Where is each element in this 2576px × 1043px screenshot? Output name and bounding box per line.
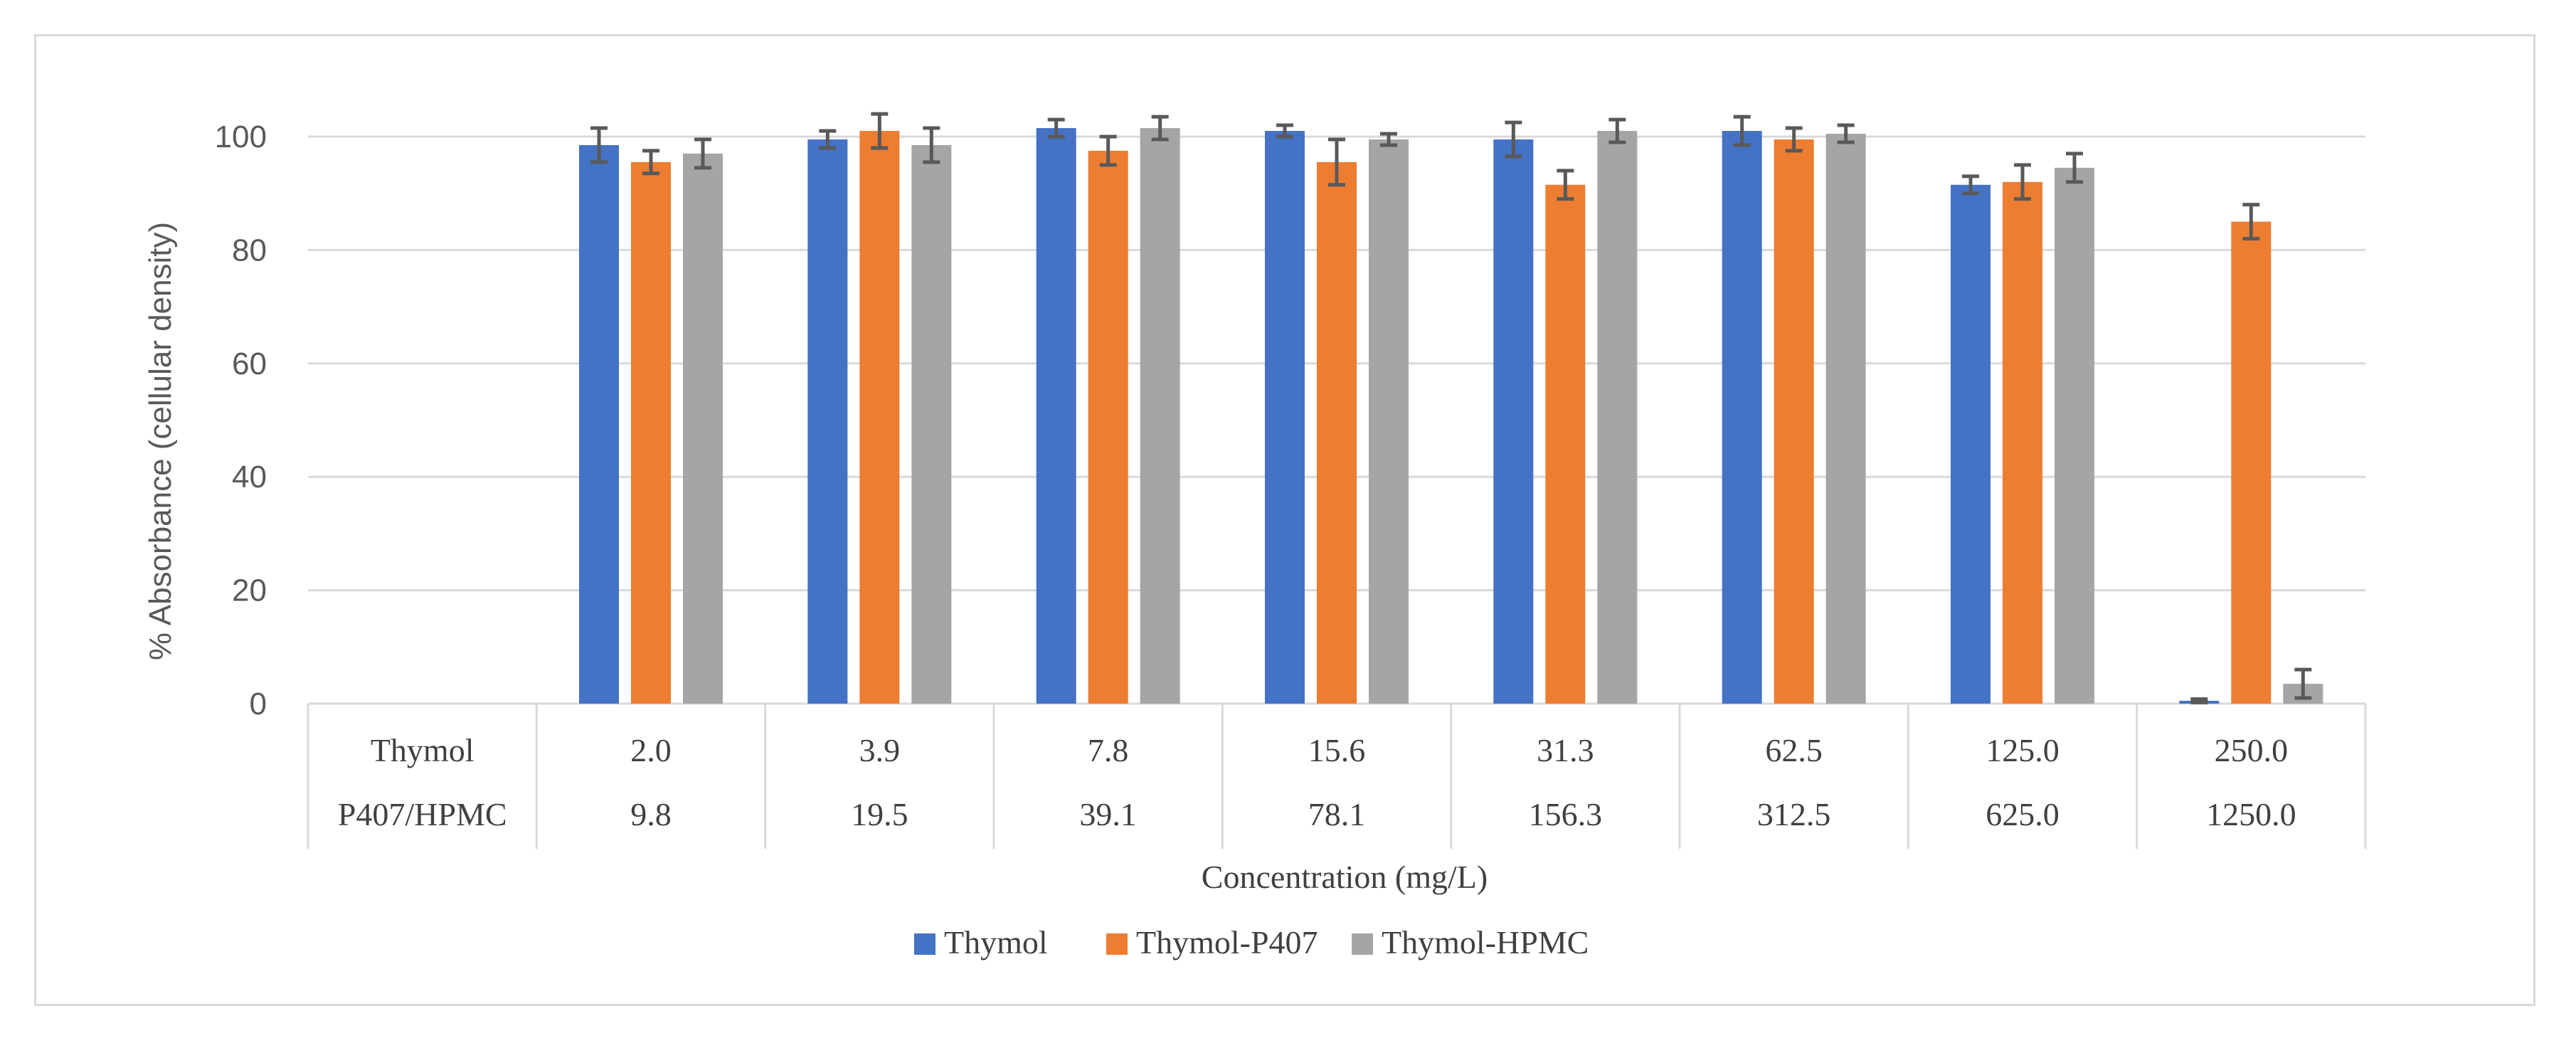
y-tick-label: 100	[215, 120, 267, 154]
y-tick-label: 20	[232, 573, 267, 608]
y-axis-ticks: 0 20 40 60 80 100	[215, 120, 267, 721]
y-tick-label: 40	[232, 460, 267, 494]
y-tick-label: 80	[232, 233, 267, 268]
legend-swatch	[914, 933, 935, 955]
bar-thymol-hpmc	[2055, 167, 2094, 704]
bar-thymol	[1265, 131, 1305, 704]
legend-swatch	[1352, 933, 1373, 955]
table-row-label: Thymol	[371, 732, 475, 768]
x-axis-label: Concentration (mg/L)	[1202, 859, 1488, 895]
bar-thymol-p407	[2231, 221, 2272, 704]
x-tick-label: 9.8	[630, 796, 672, 832]
bar-thymol-p407	[1774, 139, 1814, 704]
legend-label: Thymol	[944, 924, 1048, 960]
y-tick-label: 0	[250, 687, 267, 721]
x-tick-label: 7.8	[1088, 732, 1129, 768]
bar-thymol	[1493, 139, 1534, 704]
bar-thymol-p407	[631, 162, 671, 704]
table-row-label: P407/HPMC	[338, 796, 507, 832]
y-axis-label: % Absorbance (cellular density)	[143, 222, 178, 660]
category-table: Thymol 2.0 3.9 7.8 15.6 31.3 62.5 125.0 250.0 P40…	[307, 704, 2367, 849]
x-tick-label: 62.5	[1765, 732, 1823, 768]
x-tick-label: 312.5	[1757, 796, 1831, 832]
bar-thymol-hpmc	[1597, 131, 1638, 704]
bar-thymol-p407	[859, 131, 900, 704]
y-tick-label: 60	[232, 346, 267, 381]
bar-thymol-p407	[1088, 150, 1128, 704]
x-tick-label: 156.3	[1529, 796, 1603, 832]
bar-thymol-p407	[1317, 162, 1357, 704]
bar-thymol	[1722, 131, 1762, 704]
x-tick-label: 3.9	[859, 732, 901, 768]
bar-thymol-hpmc	[1825, 134, 1866, 704]
bar-thymol	[579, 144, 619, 704]
x-tick-label: 250.0	[2215, 732, 2289, 768]
x-tick-label: 2.0	[630, 732, 672, 768]
x-tick-label: 39.1	[1079, 796, 1137, 832]
bar-thymol	[1951, 184, 1991, 704]
legend: Thymol Thymol-P407 Thymol-HPMC	[914, 924, 1589, 960]
x-tick-label: 19.5	[851, 796, 908, 832]
error-bars	[590, 112, 2312, 704]
bar-thymol-hpmc	[1140, 128, 1180, 704]
bar-thymol	[1036, 128, 1076, 704]
x-tick-label: 78.1	[1308, 796, 1366, 832]
legend-label: Thymol-HPMC	[1382, 924, 1589, 960]
bar-thymol-hpmc	[1369, 139, 1409, 704]
bar-thymol-p407	[1545, 184, 1586, 704]
legend-swatch	[1106, 933, 1128, 955]
bar-thymol	[807, 139, 848, 704]
x-tick-label: 1250.0	[2206, 796, 2296, 832]
bar-thymol-p407	[2003, 181, 2042, 704]
legend-label: Thymol-P407	[1136, 924, 1318, 960]
x-tick-label: 625.0	[1986, 796, 2060, 832]
bar-thymol-hpmc	[911, 144, 952, 704]
x-tick-label: 31.3	[1537, 732, 1594, 768]
x-tick-label: 15.6	[1308, 732, 1366, 768]
bar-thymol-hpmc	[683, 153, 723, 704]
x-tick-label: 125.0	[1986, 732, 2060, 768]
bars	[579, 128, 2323, 704]
